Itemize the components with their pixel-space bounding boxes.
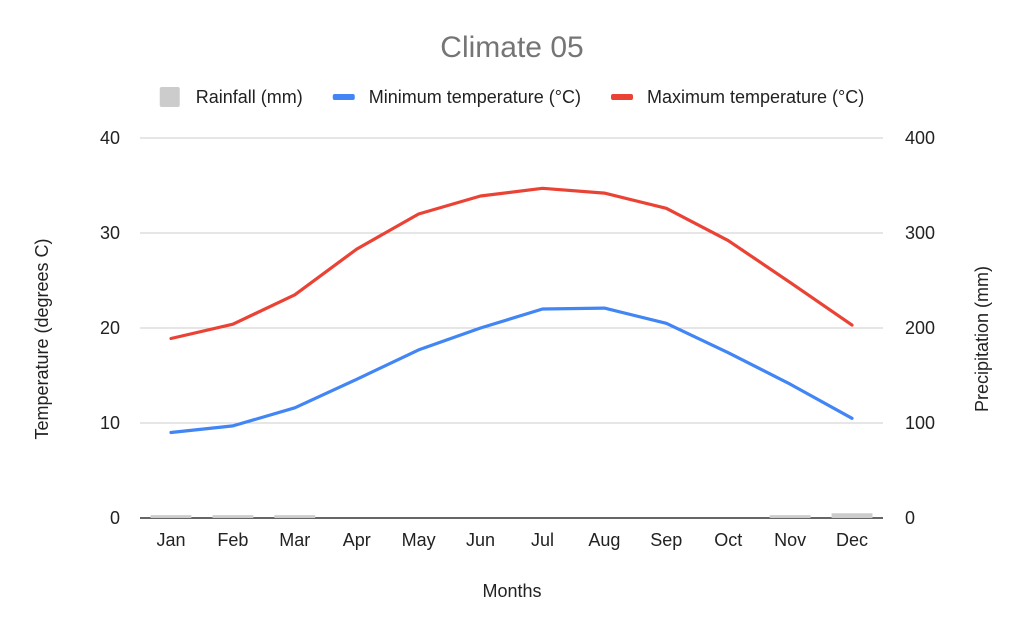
y-left-tick-label: 0 [110,508,120,528]
x-tick-label: Jul [531,530,554,550]
y-left-tick-label: 10 [100,413,120,433]
x-tick-label: Feb [217,530,248,550]
rainfall-bar [274,515,316,518]
legend-swatch-rainfall [159,87,180,107]
x-tick-label: Oct [714,530,742,550]
legend-item-max-temperature[interactable]: Maximum temperature (°C) [611,87,864,107]
y-right-tick-label: 0 [905,508,915,528]
legend-item-rainfall[interactable]: Rainfall (mm) [159,87,303,107]
x-tick-label: Dec [836,530,868,550]
legend: Rainfall (mm) Minimum temperature (°C) Max… [159,87,864,107]
x-tick-label: Jun [466,530,495,550]
x-tick-label: Sep [650,530,682,550]
x-axis-title: Months [482,581,541,601]
rainfall-bar [831,513,873,518]
legend-label-rainfall: Rainfall (mm) [196,87,303,107]
y-right-tick-labels: 0 100 200 300 400 [905,128,935,528]
y-right-tick-label: 300 [905,223,935,243]
legend-label-min-temperature: Minimum temperature (°C) [369,87,581,107]
gridlines [140,137,883,519]
temperature-lines [169,186,854,435]
y-right-tick-label: 400 [905,128,935,148]
x-tick-label: Aug [588,530,620,550]
legend-swatch-min-temperature [332,94,355,100]
min-temperature-line [169,306,854,435]
legend-swatch-max-temperature [611,94,634,100]
legend-label-max-temperature: Maximum temperature (°C) [647,87,864,107]
legend-item-min-temperature[interactable]: Minimum temperature (°C) [332,87,581,107]
x-tick-label: May [402,530,436,550]
y-right-tick-label: 100 [905,413,935,433]
rainfall-bar [212,515,254,518]
max-temperature-line [169,186,854,341]
x-tick-label: Mar [279,530,310,550]
chart-title: Climate 05 [440,31,583,64]
x-tick-label: Nov [774,530,806,550]
rainfall-bar [769,515,811,518]
y-left-tick-label: 40 [100,128,120,148]
y-right-axis-title: Precipitation (mm) [972,266,992,412]
x-tick-label: Apr [343,530,371,550]
rainfall-bar [150,515,192,518]
y-right-tick-label: 200 [905,318,935,338]
y-left-tick-label: 20 [100,318,120,338]
y-left-axis-title: Temperature (degrees C) [32,238,52,439]
y-left-tick-labels: 0 10 20 30 40 [100,128,120,528]
rainfall-bars [150,513,873,518]
y-left-tick-label: 30 [100,223,120,243]
x-axis-tick-labels: Jan Feb Mar Apr May Jun Jul Aug Sep Oct Nov Dec [156,530,868,550]
x-tick-label: Jan [156,530,185,550]
